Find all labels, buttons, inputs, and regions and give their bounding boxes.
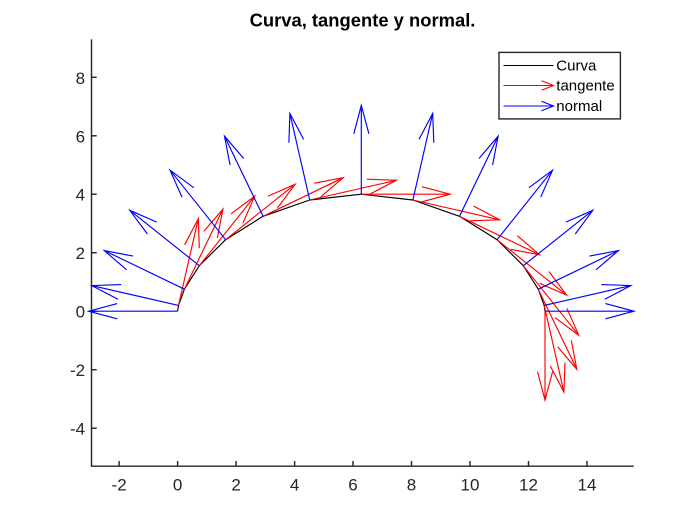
svg-text:-4: -4 <box>70 420 85 439</box>
svg-text:-2: -2 <box>70 361 85 380</box>
svg-text:6: 6 <box>76 127 85 146</box>
svg-text:Curva, tangente y normal.: Curva, tangente y normal. <box>250 10 476 31</box>
svg-text:4: 4 <box>290 476 299 495</box>
svg-text:12: 12 <box>519 476 538 495</box>
svg-text:2: 2 <box>76 244 85 263</box>
svg-text:tangente: tangente <box>556 78 614 95</box>
svg-text:14: 14 <box>578 476 597 495</box>
svg-text:-2: -2 <box>112 476 127 495</box>
svg-text:8: 8 <box>76 69 85 88</box>
svg-text:4: 4 <box>76 186 85 205</box>
svg-text:0: 0 <box>76 303 85 322</box>
svg-text:8: 8 <box>407 476 416 495</box>
svg-text:10: 10 <box>461 476 480 495</box>
svg-text:0: 0 <box>173 476 182 495</box>
svg-text:Curva: Curva <box>556 58 597 75</box>
svg-text:normal: normal <box>556 98 602 115</box>
svg-text:6: 6 <box>348 476 357 495</box>
svg-text:2: 2 <box>231 476 240 495</box>
